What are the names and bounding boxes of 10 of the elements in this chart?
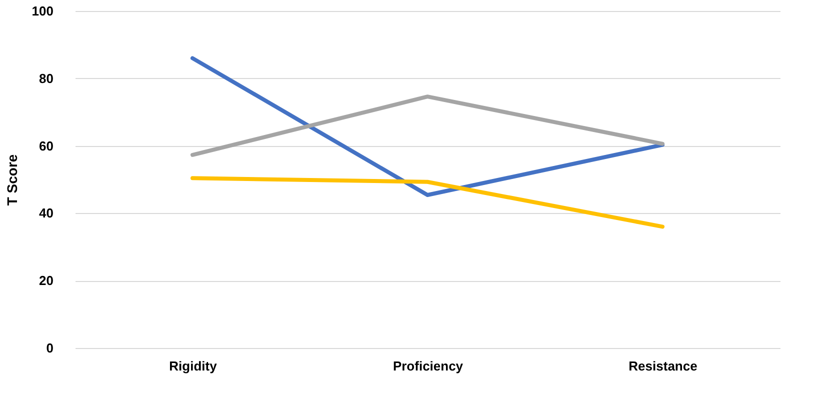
y-tick-label: 80 bbox=[39, 70, 54, 86]
y-tick-label: 0 bbox=[46, 340, 54, 356]
y-tick-label: 60 bbox=[39, 138, 54, 154]
y-tick-label: 20 bbox=[39, 273, 54, 288]
x-tick-label: Rigidity bbox=[169, 358, 218, 374]
y-tick-label: 100 bbox=[32, 4, 54, 18]
y-axis-title: T Score bbox=[4, 154, 20, 206]
x-tick-label: Resistance bbox=[628, 358, 698, 374]
x-tick-label: Proficiency bbox=[392, 358, 464, 374]
y-tick-label: 40 bbox=[39, 206, 54, 221]
